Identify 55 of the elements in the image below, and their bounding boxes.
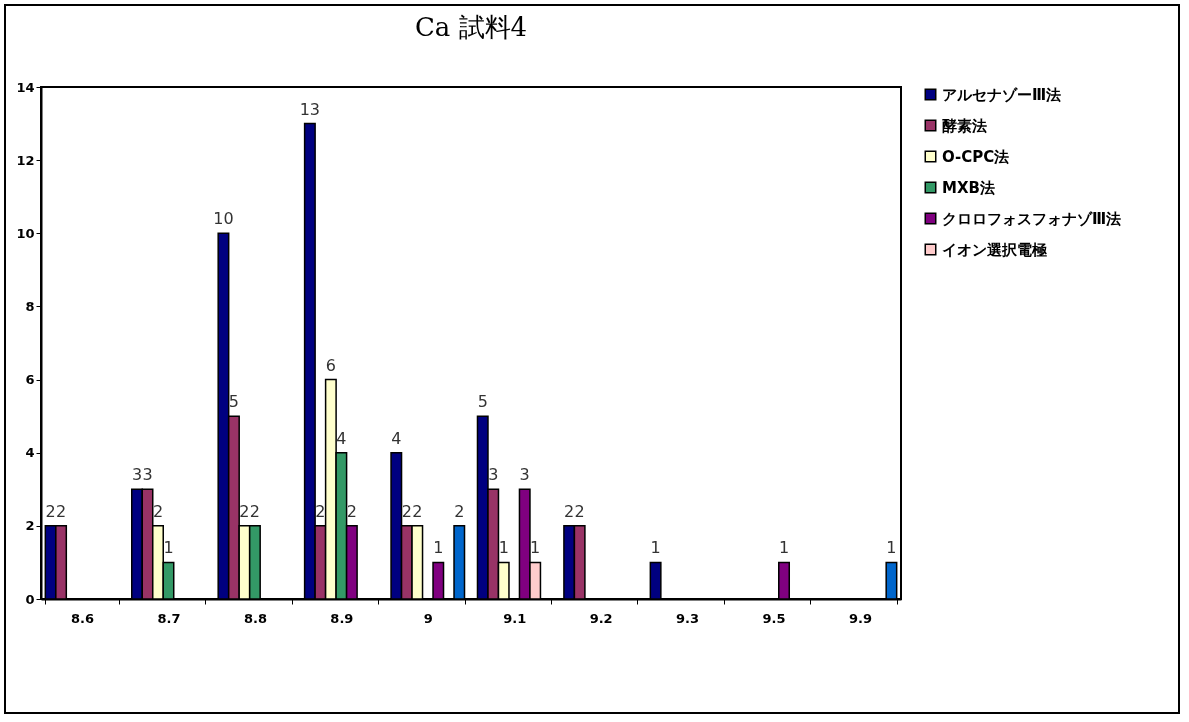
data-label: 1 xyxy=(433,538,444,558)
x-tick-label: 9.3 xyxy=(676,610,700,626)
x-tick-label: 9 xyxy=(423,610,433,626)
data-label: 1 xyxy=(163,538,174,558)
legend-label: クロロフォスフォナゾⅢ法 xyxy=(942,209,1122,228)
data-label: 1 xyxy=(498,538,509,558)
data-label: 2 xyxy=(249,501,261,521)
y-tick-label: 2 xyxy=(25,518,35,534)
x-tick-label: 8.9 xyxy=(330,610,354,626)
data-label: 3 xyxy=(519,465,530,485)
data-label: 1 xyxy=(650,538,661,558)
y-tick-label: 12 xyxy=(16,152,35,168)
x-tick-label: 9.5 xyxy=(762,610,786,626)
x-tick-label: 9.9 xyxy=(848,610,872,626)
data-label: 2 xyxy=(152,501,164,521)
chart-title: Ca 試料4 xyxy=(414,12,528,42)
x-tick-label: 9.2 xyxy=(589,610,613,626)
data-label: 2 xyxy=(564,501,575,521)
y-tick-label: 10 xyxy=(16,225,35,241)
y-tick-label: 8 xyxy=(25,298,35,314)
data-label: 2 xyxy=(239,501,250,521)
y-tick-label: 6 xyxy=(25,372,35,388)
data-label: 1 xyxy=(886,538,897,558)
data-label: 2 xyxy=(574,501,585,521)
data-label: 4 xyxy=(336,428,347,448)
data-label: 2 xyxy=(315,501,326,521)
data-label: 3 xyxy=(488,465,499,485)
legend-label: O-CPC法 xyxy=(942,147,1010,166)
data-label: 3 xyxy=(142,465,153,485)
y-tick-label: 4 xyxy=(25,445,35,461)
legend-label: 酵素法 xyxy=(942,116,987,135)
x-tick-label: 8.8 xyxy=(243,610,267,626)
legend-label: アルセナゾーⅢ法 xyxy=(942,85,1062,104)
data-label: 2 xyxy=(401,501,412,521)
data-label: 1 xyxy=(530,538,541,558)
data-label: 1 xyxy=(778,538,790,558)
x-tick-label: 8.7 xyxy=(157,610,181,626)
data-label: 2 xyxy=(454,501,465,521)
data-label: 13 xyxy=(299,99,321,119)
data-label: 5 xyxy=(228,392,240,412)
data-label: 2 xyxy=(346,501,357,521)
y-tick-label: 0 xyxy=(25,591,35,607)
x-tick-label: 9.1 xyxy=(503,610,527,626)
data-label: 2 xyxy=(45,501,56,521)
data-label: 10 xyxy=(213,209,234,229)
data-label: 6 xyxy=(325,355,336,375)
legend-label: イオン選択電極 xyxy=(942,240,1047,259)
legend-label: MXB法 xyxy=(942,178,995,197)
y-tick-label: 14 xyxy=(16,79,35,95)
data-label: 2 xyxy=(55,501,67,521)
data-label: 5 xyxy=(477,392,488,412)
data-label: 4 xyxy=(391,428,402,448)
data-label: 2 xyxy=(412,501,423,521)
data-label: 3 xyxy=(131,465,143,485)
x-tick-label: 8.6 xyxy=(71,610,95,626)
